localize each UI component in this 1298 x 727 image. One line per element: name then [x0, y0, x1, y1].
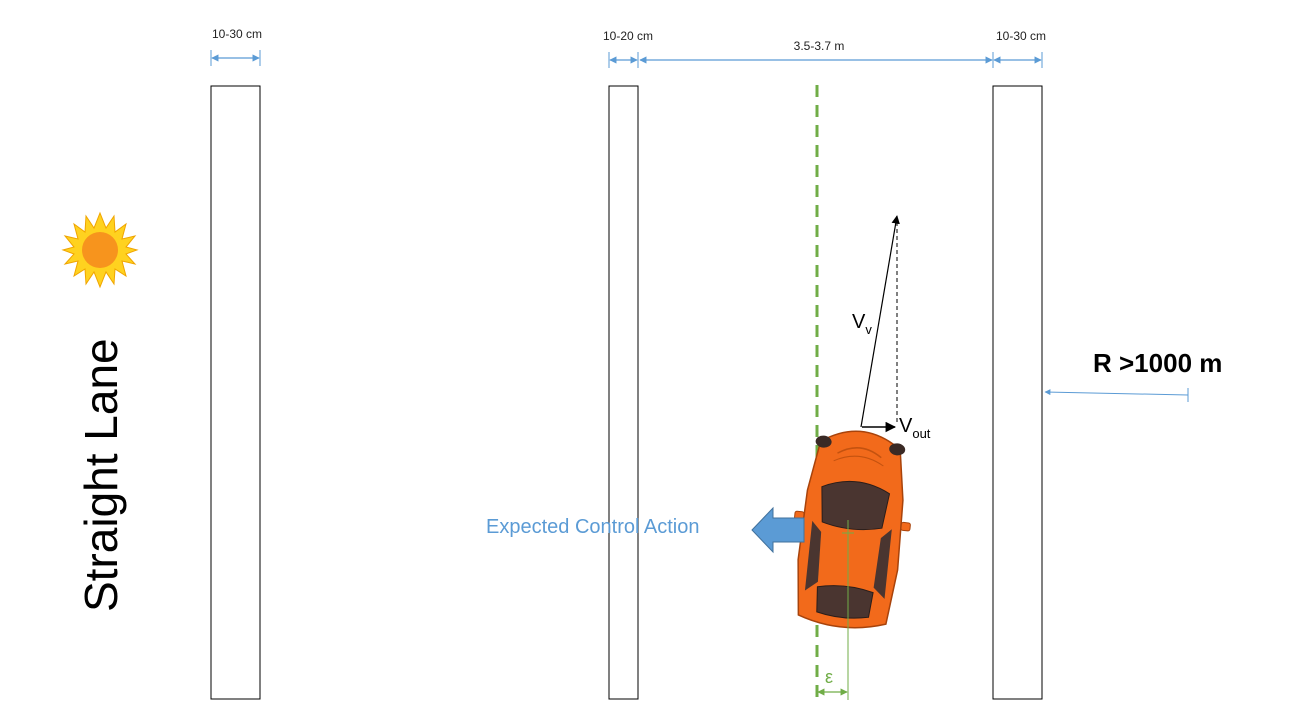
left-arrow-icon	[751, 506, 805, 554]
lateral-velocity-label: Vout	[899, 415, 931, 441]
right-lane-line	[992, 85, 1043, 700]
right-line-width-label: 10-30 cm	[996, 29, 1046, 43]
vehicle-velocity-label: Vv	[852, 311, 872, 337]
center-lane-line	[608, 85, 639, 700]
lane-width-dimension: 3.5-3.7 m	[639, 39, 994, 68]
diagram-title: Straight Lane	[75, 338, 127, 612]
center-line-dimension: 10-20 cm	[603, 29, 653, 68]
vehicle-velocity-vector: Vv	[852, 215, 900, 428]
left-line-dimension: 10-30 cm	[210, 27, 262, 66]
center-line-width-label: 10-20 cm	[603, 29, 653, 43]
car-icon	[794, 430, 911, 629]
lane-width-label: 3.5-3.7 m	[794, 39, 845, 53]
sun-icon	[61, 211, 139, 289]
offset-dimension: ε	[817, 667, 848, 696]
left-lane-line	[210, 85, 261, 700]
right-line-dimension: 10-30 cm	[993, 29, 1046, 68]
radius-indicator: R >1000 m	[1044, 348, 1222, 402]
left-line-width-label: 10-30 cm	[212, 27, 262, 41]
radius-label: R >1000 m	[1093, 348, 1222, 378]
offset-symbol: ε	[825, 667, 833, 687]
control-action-label: Expected Control Action	[486, 516, 699, 538]
lateral-velocity-vector: Vout	[862, 415, 931, 441]
control-action: Expected Control Action	[486, 506, 805, 554]
